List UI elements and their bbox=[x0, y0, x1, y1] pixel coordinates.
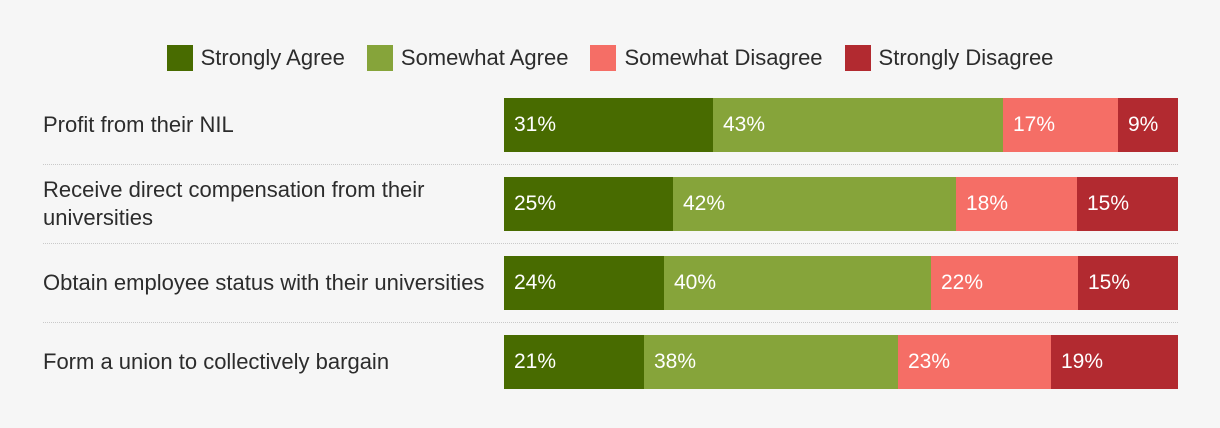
data-label: 25% bbox=[514, 192, 557, 215]
legend-item: Strongly Agree bbox=[166, 45, 345, 71]
legend-swatch bbox=[590, 45, 617, 71]
data-label: 18% bbox=[966, 192, 1009, 215]
legend-item: Somewhat Agree bbox=[366, 45, 569, 71]
legend-label: Strongly Agree bbox=[200, 45, 345, 70]
data-label: 21% bbox=[514, 350, 557, 373]
chart-legend: Strongly Agree Somewhat Agree Somewhat Dis… bbox=[0, 40, 1220, 76]
bar-segment: 43% bbox=[713, 98, 1003, 152]
bar-segment: 22% bbox=[931, 256, 1078, 310]
data-label: 9% bbox=[1128, 113, 1159, 136]
bar-segment: 21% bbox=[504, 335, 644, 389]
row-label: Receive direct compensation from their u… bbox=[43, 177, 425, 230]
bar-segment: 40% bbox=[664, 256, 931, 310]
data-label: 42% bbox=[683, 192, 726, 215]
bar-segment: 42% bbox=[673, 177, 956, 231]
row-divider bbox=[43, 322, 1178, 323]
legend-label: Somewhat Agree bbox=[400, 45, 569, 70]
row-label: Obtain employee status with their univer… bbox=[43, 270, 485, 295]
bar-segment: 38% bbox=[644, 335, 898, 389]
row-label: Profit from their NIL bbox=[43, 112, 234, 137]
bar-segment: 15% bbox=[1077, 177, 1178, 231]
data-label: 38% bbox=[654, 350, 697, 373]
row-divider bbox=[43, 164, 1178, 165]
legend-item: Strongly Disagree bbox=[844, 45, 1054, 71]
bar-segment: 31% bbox=[504, 98, 713, 152]
data-label: 19% bbox=[1061, 350, 1104, 373]
data-label: 17% bbox=[1013, 113, 1056, 136]
bar-segment: 25% bbox=[504, 177, 673, 231]
bar-segment: 9% bbox=[1118, 98, 1178, 152]
data-label: 31% bbox=[514, 113, 557, 136]
bar-segment: 18% bbox=[956, 177, 1077, 231]
legend-label: Strongly Disagree bbox=[878, 45, 1054, 70]
data-label: 15% bbox=[1088, 271, 1131, 294]
data-label: 40% bbox=[674, 271, 717, 294]
legend-swatch bbox=[366, 45, 393, 71]
legend-item: Somewhat Disagree bbox=[590, 45, 823, 71]
bar-segment: 17% bbox=[1003, 98, 1118, 152]
data-label: 23% bbox=[908, 350, 951, 373]
data-label: 24% bbox=[514, 271, 557, 294]
row-label: Form a union to collectively bargain bbox=[43, 349, 390, 374]
data-label: 22% bbox=[941, 271, 984, 294]
legend-swatch bbox=[166, 45, 193, 71]
bar-segment: 24% bbox=[504, 256, 664, 310]
bar-segment: 23% bbox=[898, 335, 1051, 389]
legend-label: Somewhat Disagree bbox=[624, 45, 823, 70]
row-divider bbox=[43, 243, 1178, 244]
data-label: 15% bbox=[1087, 192, 1130, 215]
bar-segment: 19% bbox=[1051, 335, 1178, 389]
bar-segment: 15% bbox=[1078, 256, 1178, 310]
data-label: 43% bbox=[723, 113, 766, 136]
legend-swatch bbox=[844, 45, 871, 71]
